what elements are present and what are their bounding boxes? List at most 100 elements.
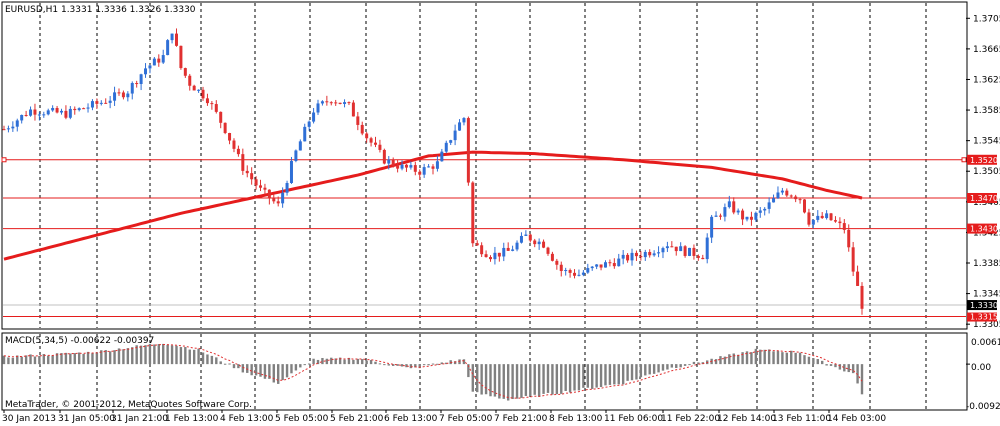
candle-body [20,114,24,121]
time-axis-label: 5 Feb 05:00 [275,414,329,424]
price-axis-label: 1.3345 [973,290,1000,300]
macd-histogram [2,343,864,401]
candle-body [705,237,709,260]
candle-body [188,75,192,86]
candle-body [577,274,581,276]
macd-bar [122,349,125,365]
macd-bar [192,349,196,365]
candle-body [276,201,280,204]
support-resistance-lines[interactable] [1,157,967,318]
time-axis-label: 11 Feb 22:00 [661,414,720,424]
macd-bar [338,357,342,365]
macd-bar [117,348,121,365]
candle-body [462,118,466,123]
macd-bar [520,364,523,398]
candle-body [847,229,851,248]
macd-bar [299,364,302,368]
macd-bar [533,364,536,395]
candle-body [55,107,59,113]
macd-bar [560,364,563,394]
macd-signal-line [3,343,863,399]
macd-bar [241,364,245,373]
macd-bar [431,363,435,365]
macd-bar [356,358,360,365]
candle-body [197,89,201,91]
candle-body [626,254,630,261]
price-axis-label: 1.3385 [973,259,1000,269]
candle-body [404,164,408,168]
macd-bar [666,364,669,370]
price-chart-area[interactable] [1,1,968,330]
candle-body [519,235,523,243]
time-axis-label: 30 Jan 2013 [2,414,56,424]
macd-bar [29,354,32,365]
candle-body [121,92,125,98]
candle-body [590,266,594,269]
candle-body [648,251,652,256]
candle-body [166,40,170,56]
candle-body [833,220,837,222]
macd-bar [95,352,99,365]
candle-body [104,102,108,104]
price-axis-label: 1.3625 [973,75,1000,85]
candle-body [144,68,148,75]
macd-bar [639,364,643,378]
candle-body [612,263,616,267]
macd-bar [626,364,629,381]
candle-body [343,102,347,104]
candle-body [232,140,236,149]
low-price-tag [967,312,997,322]
macd-bar [91,353,94,365]
macd-bar [803,355,806,365]
price-axis-label: 1.3665 [973,45,1000,55]
macd-bar [100,350,103,365]
macd-bar [591,364,594,389]
candle-body [674,246,678,252]
candle-body [236,148,240,155]
level-price-tag [967,223,997,234]
candle-body [621,254,625,259]
candle-body [502,247,506,257]
candle-body [312,112,316,122]
candle-body [77,108,81,111]
macd-bar [568,364,572,393]
macd-bar [825,364,828,366]
time-axis-label: 12 Feb 14:00 [717,414,776,424]
macd-bar [162,343,165,365]
macd-bar [851,364,855,374]
line-handle-left[interactable] [1,157,7,163]
candle-body [688,247,692,256]
candle-body [506,247,510,251]
candle-body [33,109,37,115]
macd-bar [551,364,554,395]
level-price-text: 1.3430 [970,225,998,234]
macd-bar [82,353,85,365]
candle-body [683,246,687,256]
macd-bar [175,345,178,365]
macd-bar [47,355,50,365]
macd-bar [476,364,479,393]
macd-signal-path [3,343,863,399]
macd-bar [246,364,249,373]
macd-bar [347,357,351,365]
macd-bar [73,353,76,365]
macd-bar [201,352,205,365]
line-handle-right[interactable] [961,157,967,163]
candle-body [630,252,634,261]
candle-body [400,164,404,169]
candle-body [789,195,793,197]
macd-bar [188,349,191,365]
price-axis-label: 1.3505 [973,167,1000,177]
price-axis[interactable]: 1.3705 1.3665 1.3625 1.3585 1.3545 1.3505 1.34… [966,14,1000,365]
candle-body [396,165,400,169]
macd-bar [635,364,638,380]
candle-body [37,114,41,116]
candle-body [493,252,497,260]
macd-bar [723,356,727,365]
candle-body [139,74,143,84]
candle-body [550,253,554,261]
macd-bar [237,364,240,369]
candle-body [723,207,727,217]
